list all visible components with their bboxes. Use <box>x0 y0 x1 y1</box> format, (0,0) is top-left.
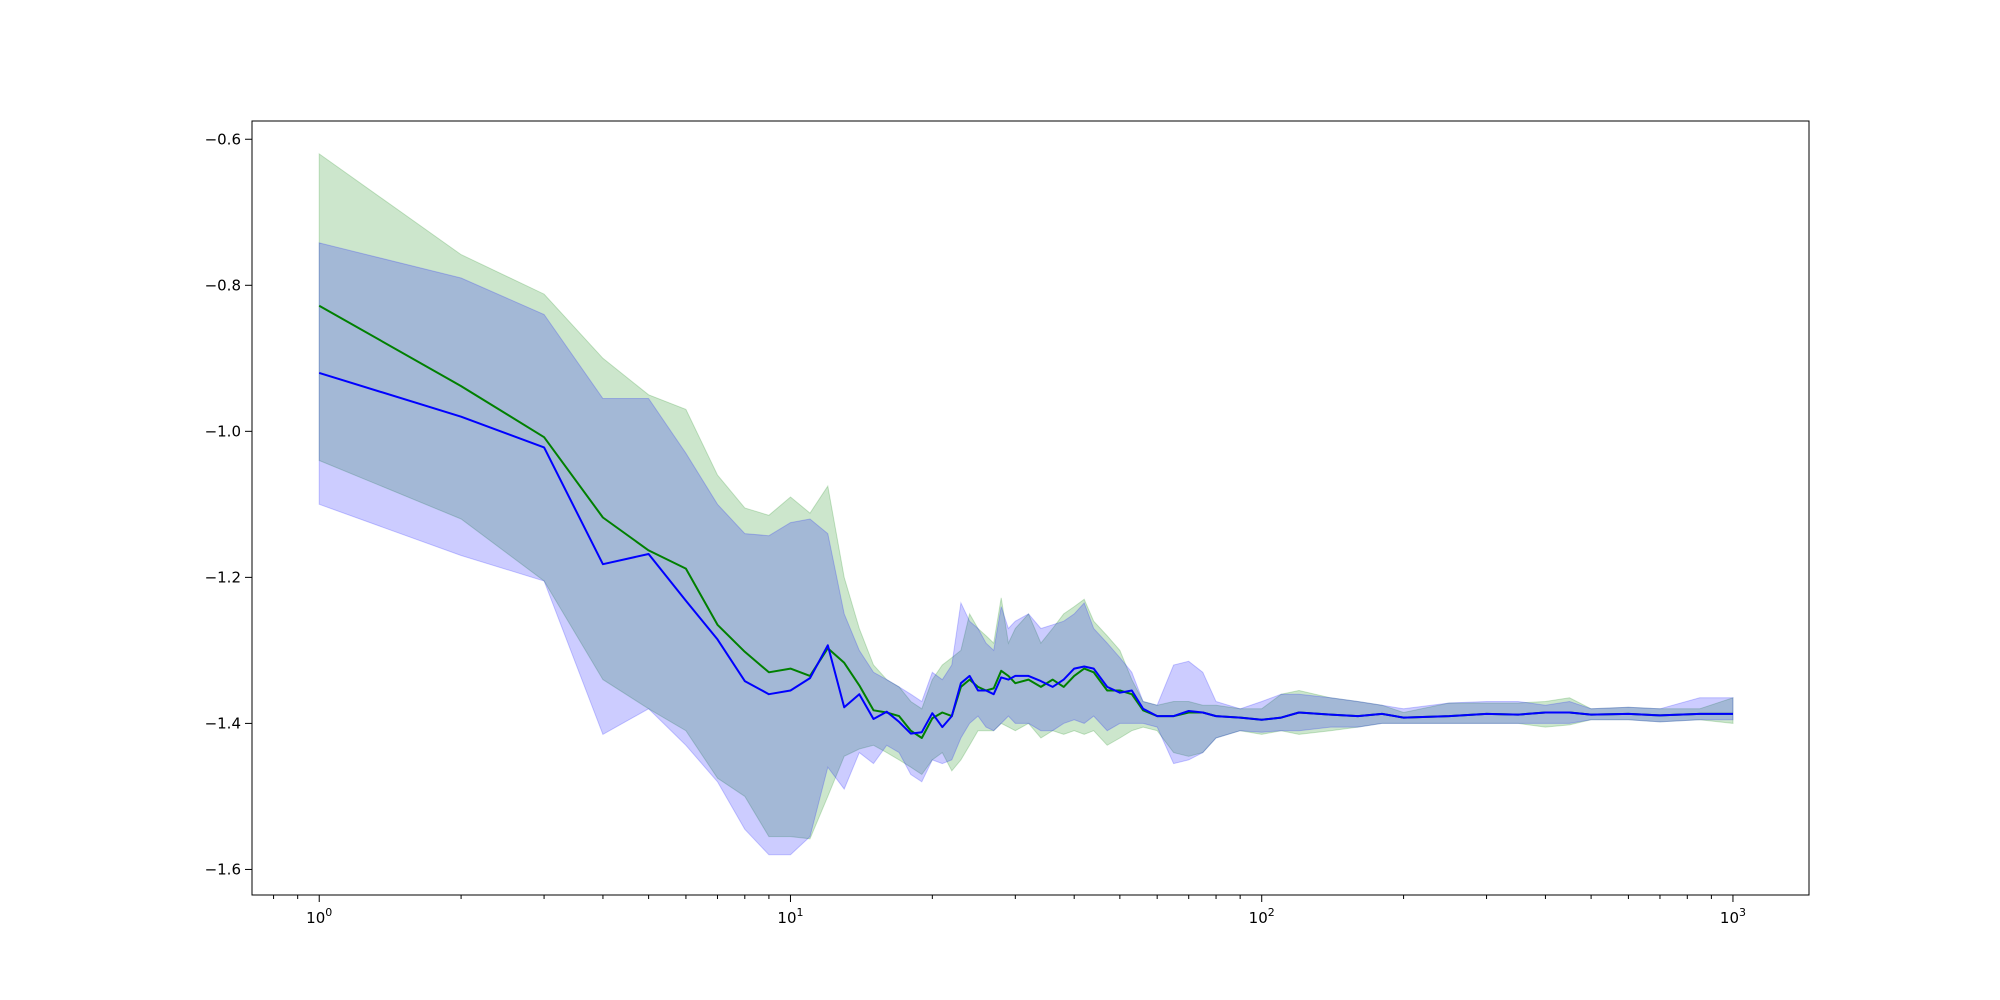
series-0-band <box>318 152 1734 840</box>
y-tick-label: −1.2 <box>205 568 241 586</box>
plot-frame <box>251 120 1810 896</box>
series-lines <box>318 304 1733 739</box>
series-1-line <box>318 371 1733 735</box>
y-tick-label: −1.4 <box>205 714 241 732</box>
x-tick-label: 100 <box>306 906 332 927</box>
x-tick-label: 103 <box>1720 906 1746 927</box>
series-1-band <box>318 242 1734 856</box>
confidence-bands <box>318 152 1734 856</box>
y-tick-label: −0.8 <box>205 276 241 294</box>
y-tick-label: −1.6 <box>205 860 241 878</box>
y-tick-label: −0.6 <box>205 130 241 148</box>
y-axis: −0.6 −0.8 −1.0 −1.2 −1.4 −1.6 <box>205 130 252 878</box>
x-axis: 100 101 102 103 <box>273 895 1746 927</box>
x-tick-label: 102 <box>1249 906 1275 927</box>
x-tick-label: 101 <box>777 906 803 927</box>
y-tick-label: −1.0 <box>205 422 241 440</box>
